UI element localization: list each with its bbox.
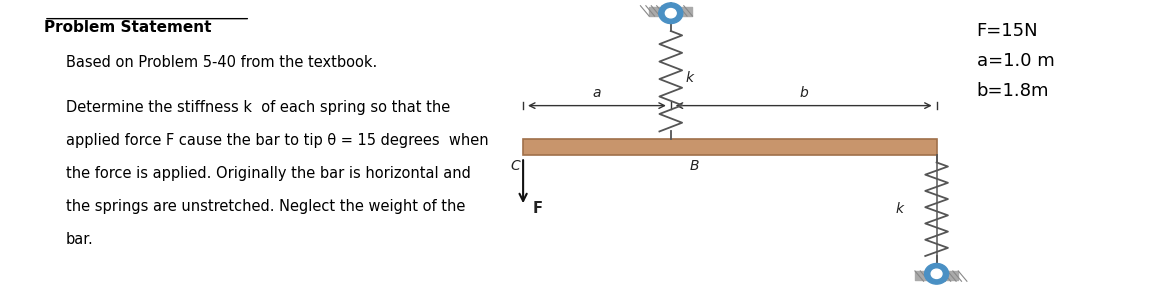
Text: Problem Statement: Problem Statement (44, 20, 212, 35)
Text: B: B (689, 159, 698, 173)
Text: F: F (532, 201, 543, 216)
Circle shape (666, 9, 676, 18)
Text: b: b (799, 86, 808, 100)
Text: F=15N: F=15N (977, 22, 1038, 40)
Circle shape (659, 3, 683, 24)
Text: Determine the stiffness k  of each spring so that the: Determine the stiffness k of each spring… (66, 100, 450, 115)
Text: a=1.0 m: a=1.0 m (977, 52, 1054, 70)
Text: b=1.8m: b=1.8m (977, 82, 1049, 100)
Text: the springs are unstretched. Neglect the weight of the: the springs are unstretched. Neglect the… (66, 199, 466, 214)
Text: applied force F cause the bar to tip θ = 15 degrees  when: applied force F cause the bar to tip θ =… (66, 133, 489, 148)
Text: the force is applied. Originally the bar is horizontal and: the force is applied. Originally the bar… (66, 166, 470, 181)
Text: bar.: bar. (66, 232, 94, 247)
Circle shape (931, 269, 942, 278)
Text: k: k (895, 202, 903, 216)
Text: a: a (593, 86, 601, 100)
Bar (523, 139, 936, 155)
Circle shape (924, 263, 949, 284)
Text: k: k (686, 71, 694, 85)
Text: C: C (510, 159, 519, 173)
Text: Based on Problem 5-40 from the textbook.: Based on Problem 5-40 from the textbook. (66, 55, 377, 69)
